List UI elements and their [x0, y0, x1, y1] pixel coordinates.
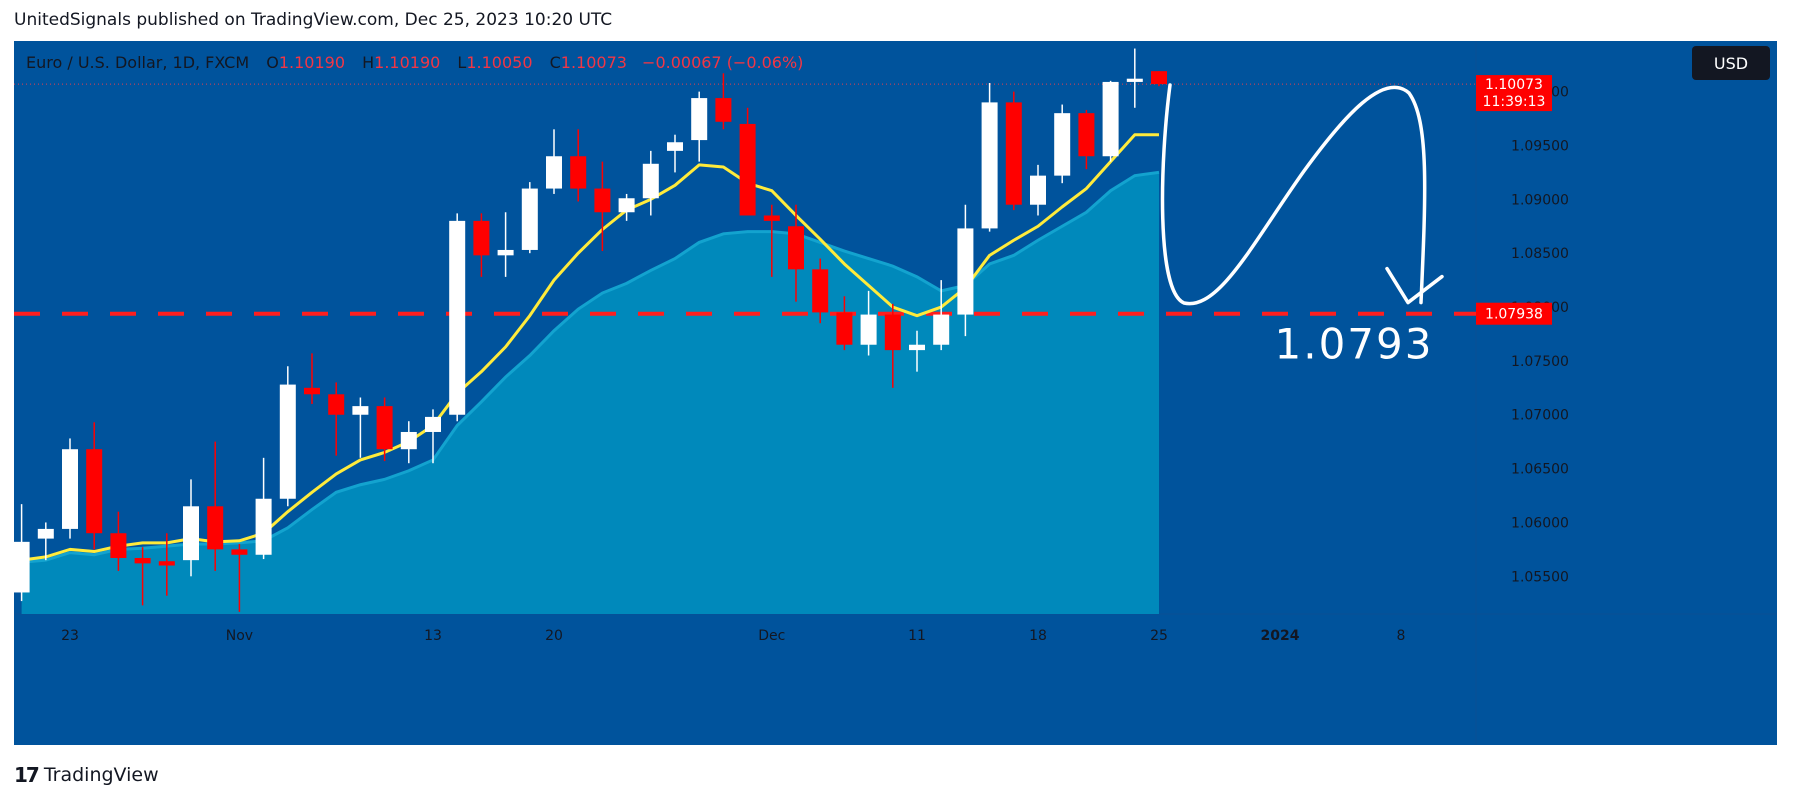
candle-body[interactable]	[691, 98, 708, 141]
tradingview-brand: TradingView	[43, 764, 159, 786]
published-line: UnitedSignals published on TradingView.c…	[14, 10, 613, 30]
high-label: H	[362, 53, 375, 72]
candle-body[interactable]	[594, 188, 611, 213]
last-price-value: 1.10073	[1485, 77, 1543, 93]
symbol-name: Euro / U.S. Dollar, 1D, FXCM	[26, 53, 250, 72]
candle-body[interactable]	[231, 549, 248, 555]
candle-body[interactable]	[400, 431, 417, 450]
candle-body[interactable]	[352, 406, 369, 415]
candle-body[interactable]	[739, 123, 756, 216]
candle-body[interactable]	[570, 156, 587, 189]
x-tick-label: Dec	[758, 628, 785, 644]
candle-body[interactable]	[957, 228, 974, 315]
open-value: 1.10190	[278, 53, 346, 72]
candle-body[interactable]	[884, 314, 901, 351]
y-tick-label: 1.05500	[1511, 569, 1569, 585]
candle-body[interactable]	[860, 314, 877, 345]
candle-body[interactable]	[981, 102, 998, 229]
y-tick-label: 1.06000	[1511, 515, 1569, 531]
candle-body[interactable]	[62, 449, 78, 529]
y-tick-label: 1.08500	[1511, 246, 1569, 262]
candle-body[interactable]	[183, 506, 199, 561]
candle-body[interactable]	[909, 344, 925, 351]
tradingview-logo-icon: 17	[14, 763, 40, 787]
candle-body[interactable]	[618, 198, 635, 213]
projection-arrowhead	[1385, 266, 1444, 305]
candle-body[interactable]	[134, 557, 151, 564]
y-tick-label: 1.09500	[1511, 138, 1569, 154]
x-tick-label: 11	[908, 628, 926, 644]
candle-body[interactable]	[1078, 113, 1095, 157]
candle-body[interactable]	[279, 384, 296, 499]
candle-body[interactable]	[473, 220, 490, 256]
candle-body[interactable]	[788, 226, 804, 270]
level-price-tag	[1476, 302, 1552, 325]
currency-button[interactable]: USD	[1692, 46, 1770, 80]
change-value: −0.00067 (−0.06%)	[642, 53, 804, 72]
candle-body[interactable]	[715, 98, 732, 122]
candle-body[interactable]	[836, 312, 853, 345]
candle-body[interactable]	[521, 188, 538, 250]
candle-body[interactable]	[376, 406, 393, 450]
low-label: L	[457, 53, 467, 72]
candle-body[interactable]	[449, 220, 466, 415]
candle-body[interactable]	[158, 561, 175, 566]
ma-slow-area	[21, 172, 1160, 614]
projection-wave[interactable]	[1160, 83, 1427, 306]
level-price-value: 1.07938	[1485, 307, 1543, 323]
candle-body[interactable]	[328, 394, 345, 415]
target-price-label: 1.0793	[1275, 320, 1434, 369]
candle-body[interactable]	[1005, 102, 1022, 205]
candle-body[interactable]	[933, 314, 950, 345]
y-tick-label: 1.09000	[1511, 192, 1569, 208]
candle-body[interactable]	[14, 541, 30, 593]
y-tick-label: 1.07000	[1511, 408, 1569, 424]
candle-body[interactable]	[1126, 78, 1143, 82]
candle-body[interactable]	[37, 528, 54, 539]
candle-body[interactable]	[255, 498, 272, 555]
close-value: 1.10073	[560, 53, 627, 72]
x-tick-label: 13	[424, 628, 442, 644]
price-chart[interactable]: 23 Nov 13 20 Dec 11 18 25 2024 8 1.05500 1.06000 1.…	[14, 41, 1777, 745]
open-label: O	[266, 53, 279, 72]
candle-body[interactable]	[207, 506, 224, 550]
candle-body[interactable]	[86, 449, 103, 534]
price-axis-panel	[1476, 41, 1777, 745]
y-tick-label: 1.06500	[1511, 462, 1569, 478]
x-tick-label: 2024	[1261, 628, 1300, 644]
candle-body[interactable]	[425, 416, 441, 432]
candle-body[interactable]	[1054, 113, 1071, 176]
candle-body[interactable]	[1151, 71, 1167, 85]
x-tick-label: 8	[1397, 628, 1406, 644]
candle-body[interactable]	[497, 249, 514, 256]
candle-body[interactable]	[546, 156, 562, 189]
candle-body[interactable]	[1102, 81, 1119, 157]
tradingview-logo[interactable]: 17 TradingView	[14, 763, 159, 787]
low-value: 1.10050	[466, 53, 533, 72]
countdown-value: 11:39:13	[1483, 94, 1546, 110]
candle-body[interactable]	[667, 142, 683, 151]
last-price-tag	[1476, 75, 1552, 112]
close-label: C	[549, 53, 561, 72]
chart-frame[interactable]: 23 Nov 13 20 Dec 11 18 25 2024 8 1.05500 1.06000 1.…	[14, 41, 1777, 745]
x-tick-label: 23	[61, 628, 79, 644]
x-tick-label: 20	[545, 628, 563, 644]
y-tick-label: 1.07500	[1511, 354, 1569, 370]
high-value: 1.10190	[374, 53, 441, 72]
x-tick-label: 25	[1150, 628, 1168, 644]
symbol-legend: Euro / U.S. Dollar, 1D, FXCM O1.10190 H1…	[26, 53, 803, 72]
candle-body[interactable]	[812, 269, 829, 313]
candle-body[interactable]	[110, 533, 127, 558]
x-tick-label: 18	[1029, 628, 1047, 644]
candle-body[interactable]	[1030, 175, 1046, 205]
candle-body[interactable]	[763, 215, 780, 221]
candle-body[interactable]	[642, 163, 659, 199]
x-tick-label: Nov	[226, 628, 253, 644]
candle-body[interactable]	[304, 387, 320, 395]
